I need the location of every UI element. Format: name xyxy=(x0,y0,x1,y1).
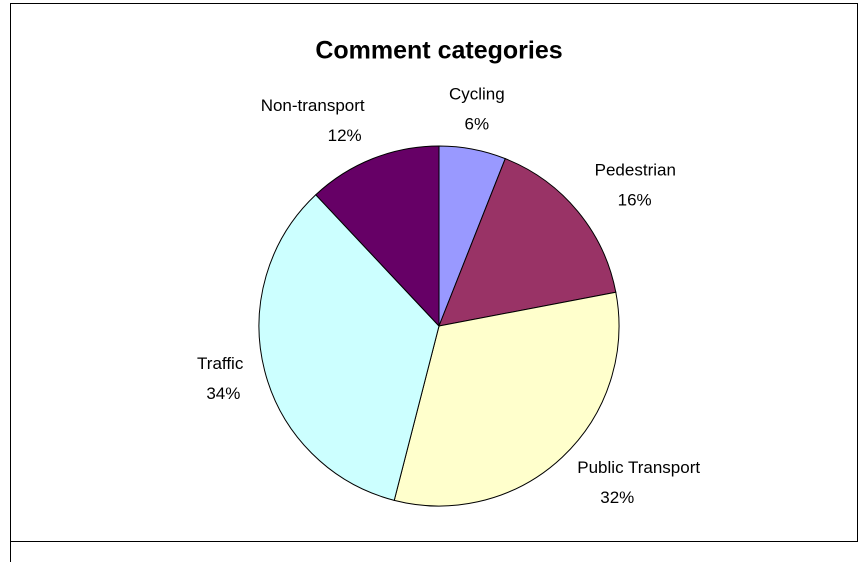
slice-label: Public Transport xyxy=(577,458,700,477)
pie-slice xyxy=(315,145,440,328)
slice-value-label: 32% xyxy=(600,488,634,507)
pie-slice xyxy=(258,194,440,501)
slice-label: Pedestrian xyxy=(595,160,676,179)
slice-value-label: 12% xyxy=(328,126,362,145)
slice-value-label: 16% xyxy=(618,190,652,209)
pie-slice xyxy=(393,291,620,507)
pie-slice xyxy=(438,157,617,327)
slice-label: Non-transport xyxy=(261,96,365,115)
chart-title: Comment categories xyxy=(315,37,562,65)
slice-label: Cycling xyxy=(449,84,505,103)
slice-value-label: 6% xyxy=(465,114,490,133)
slice-value-label: 34% xyxy=(206,384,240,403)
slice-label: Traffic xyxy=(197,354,244,373)
